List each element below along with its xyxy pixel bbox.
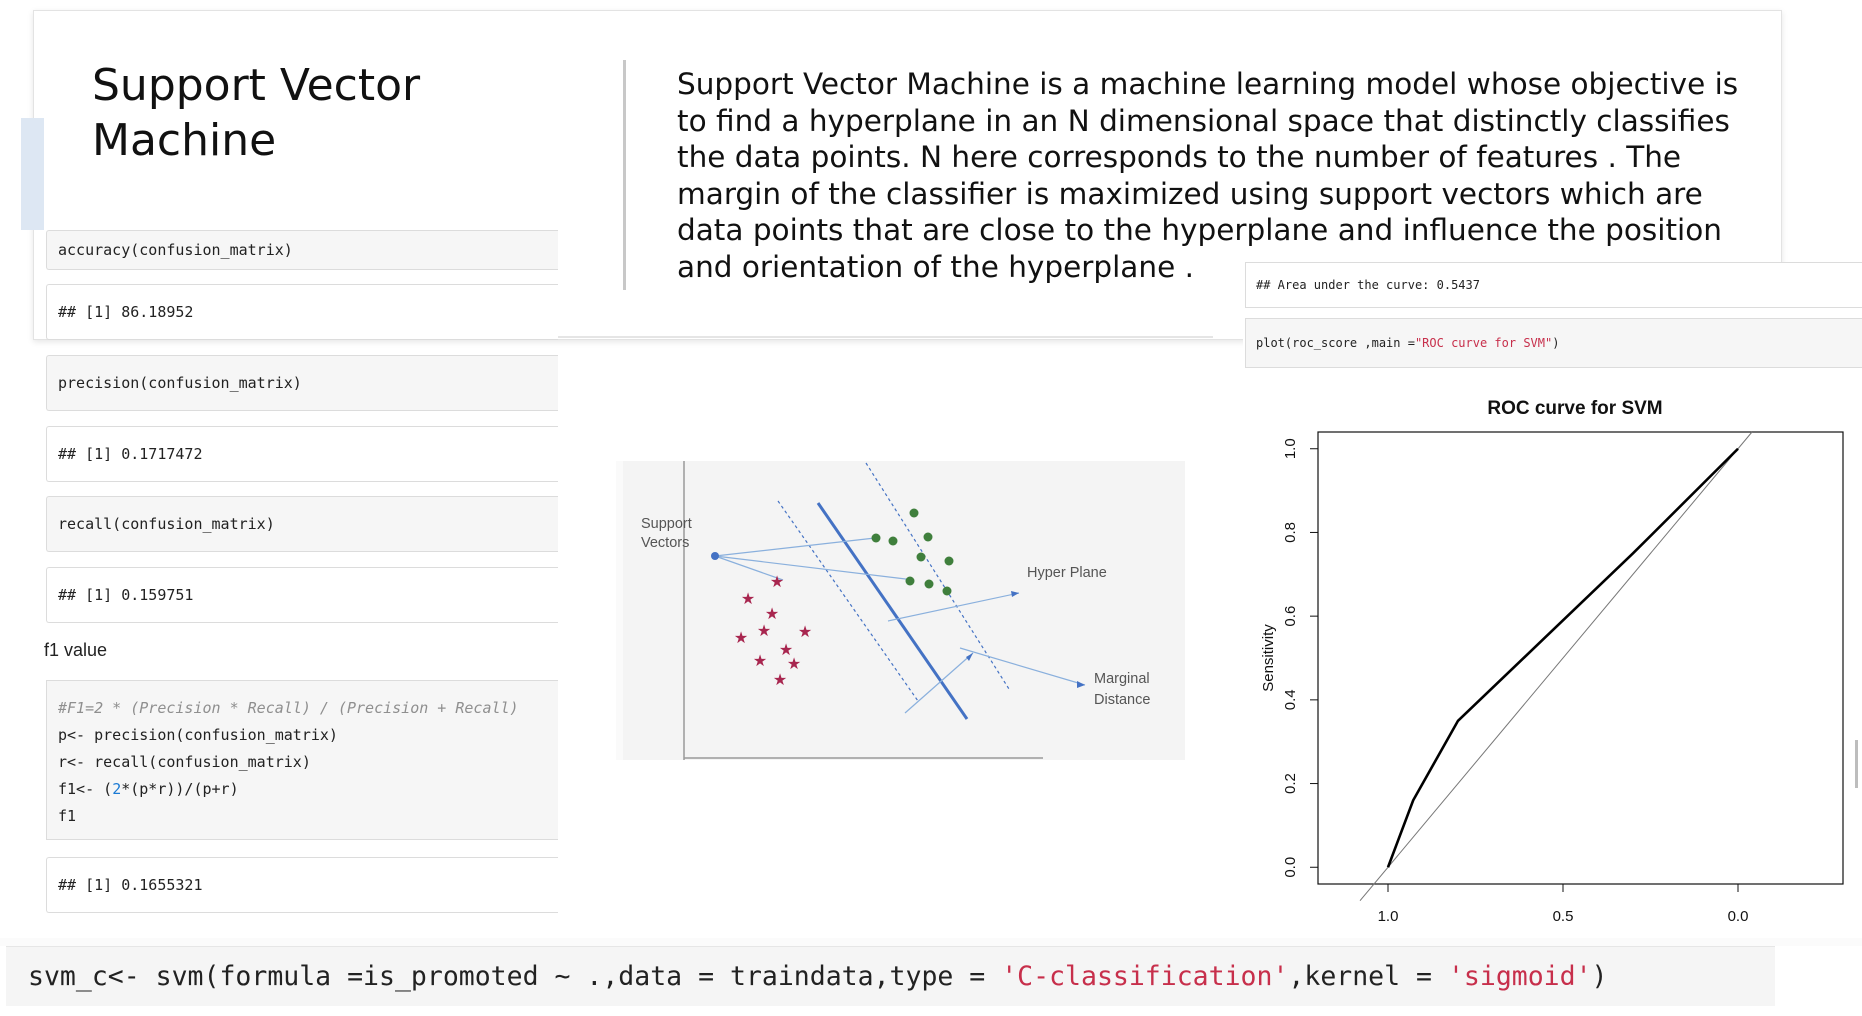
- output-cell-accuracy: ## [1] 86.18952: [46, 284, 558, 340]
- code-comment: #F1=2 * (Precision * Recall) / (Precisio…: [58, 699, 519, 717]
- roc-curve-line-0: [1386, 447, 1739, 868]
- positive-class-points: [871, 508, 954, 596]
- code-token: f1<- (: [58, 780, 113, 798]
- svg-text:★: ★: [741, 589, 755, 608]
- svg-text:★: ★: [753, 651, 767, 670]
- svg-text:★: ★: [773, 670, 787, 689]
- output-cell-precision: ## [1] 0.1717472: [46, 426, 558, 482]
- plot-code-cell[interactable]: plot(roc_score ,main = "ROC curve for SVM…: [1245, 318, 1862, 368]
- support-vector-marker: [711, 552, 719, 560]
- plot-frame: [1317, 431, 1844, 885]
- upper-margin-line: [865, 462, 1010, 690]
- code-line-p: p<- precision(confusion_matrix): [58, 726, 338, 744]
- hyper-plane-label: Hyper Plane: [1027, 565, 1107, 581]
- auc-output-cell: ## Area under the curve: 0.5437: [1245, 262, 1862, 308]
- output-text: ## Area under the curve: 0.5437: [1256, 278, 1480, 292]
- chart-title: ROC curve for SVM: [1487, 398, 1662, 419]
- code-bar-shadow: [0, 938, 1862, 946]
- slide-title: Support Vector Machine: [92, 60, 421, 166]
- y-tick-label: 0.0: [1282, 857, 1299, 878]
- code-line-r: r<- recall(confusion_matrix): [58, 753, 311, 771]
- x-tick-label: 0.5: [1553, 908, 1574, 925]
- code-token: ,kernel =: [1288, 961, 1448, 992]
- hyperplane-line: [816, 502, 969, 720]
- pointer-lines: [714, 537, 1086, 714]
- title-divider: [623, 60, 626, 290]
- f1-heading: f1 value: [44, 640, 108, 660]
- output-text: ## [1] 0.1717472: [58, 445, 203, 463]
- chart-axes: 1.0 0.5 0.0 0.0 0.2 0.4 0.6 0.8 1.0: [1282, 438, 1748, 925]
- svm-code-line[interactable]: svm_c<- svm(formula =is_promoted ~ .,dat…: [6, 946, 1775, 1006]
- code-string-type: 'C-classification': [1001, 961, 1289, 992]
- code-line-f1-print: f1: [58, 807, 77, 825]
- y-tick-label: 1.0: [1282, 438, 1299, 459]
- svg-text:★: ★: [765, 604, 779, 623]
- svg-text:★: ★: [770, 572, 784, 591]
- section-separator: [558, 336, 1213, 338]
- svg-text:★: ★: [757, 621, 771, 640]
- code-cell-f1[interactable]: #F1=2 * (Precision * Recall) / (Precisio…: [46, 680, 558, 840]
- diagram-shadow: [616, 461, 623, 760]
- support-vectors-label-2: Vectors: [641, 535, 689, 551]
- y-tick-label: 0.4: [1282, 689, 1299, 710]
- code-token: *(p*r))/(p+r): [121, 780, 239, 798]
- output-text: ## [1] 86.18952: [58, 303, 194, 321]
- code-cell-recall[interactable]: recall(confusion_matrix): [46, 496, 558, 552]
- y-axis-label: Sensitivity: [1260, 624, 1277, 692]
- code-cell-accuracy[interactable]: accuracy(confusion_matrix): [46, 230, 558, 270]
- y-tick-label: 0.8: [1282, 522, 1299, 543]
- svg-text:★: ★: [779, 640, 793, 659]
- code-text: recall(confusion_matrix): [58, 515, 275, 533]
- x-tick-label: 0.0: [1728, 908, 1749, 925]
- code-line-f1: f1<- (2*(p*r))/(p+r): [58, 780, 547, 807]
- chance-diagonal: [1359, 431, 1753, 902]
- output-text: ## [1] 0.159751: [58, 586, 194, 604]
- support-vectors-label-1: Support: [641, 516, 692, 532]
- rstudio-panel: [1243, 262, 1862, 902]
- code-token: ): [1591, 961, 1608, 992]
- arrow-heads: [966, 591, 1085, 688]
- svg-text:★: ★: [798, 622, 812, 641]
- scroll-edge-marker: [1855, 740, 1858, 788]
- negative-class-points: ★★ ★★ ★★ ★★ ★★: [734, 572, 812, 689]
- marginal-distance-label-2: Distance: [1094, 692, 1150, 708]
- code-string-kernel: 'sigmoid': [1447, 961, 1592, 992]
- code-token: plot(roc_score ,main =: [1256, 336, 1415, 350]
- y-tick-label: 0.2: [1282, 773, 1299, 794]
- code-token: ): [1552, 336, 1560, 350]
- x-tick-label: 1.0: [1378, 908, 1399, 925]
- code-text: precision(confusion_matrix): [58, 374, 302, 392]
- code-cell-precision[interactable]: precision(confusion_matrix): [46, 355, 558, 411]
- chart-series: [1359, 431, 1753, 902]
- code-token: svm_c<- svm(formula =is_promoted ~ .,dat…: [28, 961, 1002, 992]
- y-tick-label: 0.6: [1282, 606, 1299, 627]
- lower-margin-line: [777, 500, 919, 702]
- svg-text:★: ★: [787, 654, 801, 673]
- output-cell-f1: ## [1] 0.1655321: [46, 857, 558, 913]
- marginal-distance-label-1: Marginal: [1094, 671, 1150, 687]
- title-accent-bar: [21, 118, 44, 230]
- svm-diagram: ★★ ★★ ★★ ★★ ★★ Support Vectors Hyper Pla…: [623, 461, 1185, 760]
- svg-text:★: ★: [734, 628, 748, 647]
- code-number: 2: [112, 780, 122, 798]
- code-text: accuracy(confusion_matrix): [58, 241, 293, 259]
- roc-chart: ROC curve for SVM Sensitivity 1.0 0.5 0.0 0…: [1260, 398, 1844, 925]
- code-string: "ROC curve for SVM": [1414, 336, 1553, 350]
- output-text: ## [1] 0.1655321: [58, 876, 203, 894]
- slide-description: Support Vector Machine is a machine lear…: [677, 67, 1739, 284]
- output-cell-recall: ## [1] 0.159751: [46, 567, 558, 623]
